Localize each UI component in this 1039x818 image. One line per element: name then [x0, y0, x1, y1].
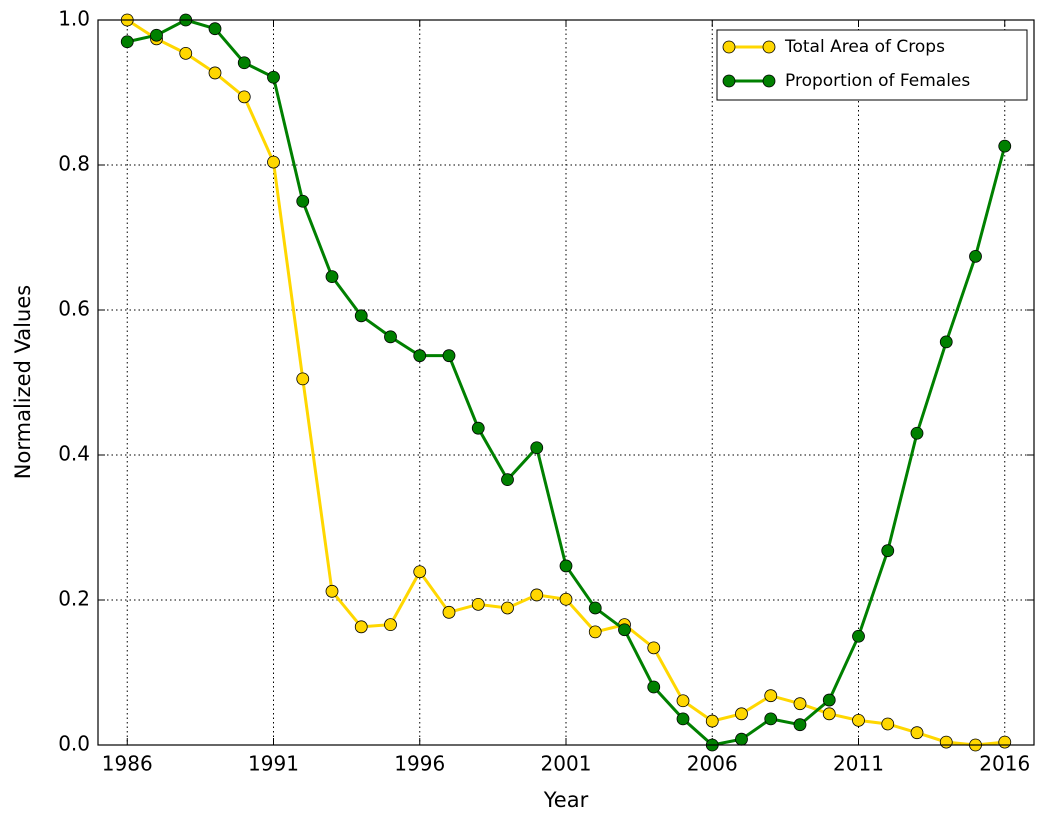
x-tick-label: 1991 [248, 752, 299, 776]
marker [881, 717, 895, 731]
marker [208, 66, 222, 80]
marker [559, 592, 573, 606]
x-tick-label: 1986 [102, 752, 153, 776]
x-tick-label: 2001 [541, 752, 592, 776]
marker [267, 70, 280, 84]
marker [208, 22, 222, 36]
marker [296, 194, 310, 208]
marker [881, 544, 895, 558]
marker [296, 372, 310, 386]
marker [442, 349, 456, 363]
marker [325, 584, 339, 598]
marker [647, 680, 661, 694]
marker [588, 601, 602, 615]
marker [559, 559, 573, 573]
marker [384, 330, 397, 344]
marker [793, 718, 807, 732]
legend-label: Proportion of Females [785, 71, 970, 91]
marker [471, 597, 485, 611]
marker [237, 90, 251, 104]
marker [325, 270, 339, 284]
y-tick-label: 0.8 [58, 152, 90, 176]
marker [354, 309, 368, 323]
marker [969, 249, 982, 263]
marker [588, 625, 602, 639]
marker [910, 426, 924, 440]
marker [939, 735, 953, 749]
marker [150, 28, 163, 42]
y-tick-label: 0.6 [58, 297, 90, 321]
marker [530, 441, 544, 455]
marker [618, 623, 631, 637]
x-tick-label: 2006 [687, 752, 738, 776]
marker [413, 349, 427, 363]
legend-marker [762, 40, 776, 54]
x-axis-label: Year [543, 788, 589, 812]
marker [267, 155, 280, 169]
legend-marker [722, 40, 736, 54]
marker [120, 35, 134, 49]
legend-marker [762, 74, 776, 88]
marker [764, 689, 778, 703]
marker [998, 735, 1012, 749]
marker [501, 473, 514, 487]
marker [179, 46, 193, 60]
y-tick-label: 0.4 [58, 442, 90, 466]
marker [793, 697, 807, 711]
marker [735, 707, 748, 721]
x-tick-label: 1996 [394, 752, 445, 776]
legend-label: Total Area of Crops [784, 37, 945, 57]
marker [939, 335, 953, 349]
marker [442, 605, 456, 619]
marker [530, 588, 544, 602]
marker [852, 713, 865, 727]
y-tick-label: 0.2 [58, 587, 90, 611]
marker [910, 726, 924, 740]
marker [471, 421, 485, 435]
marker [852, 629, 865, 643]
marker [647, 641, 661, 655]
marker [501, 601, 514, 615]
plot-frame [97, 19, 1035, 746]
marker [676, 712, 690, 726]
y-axis-label: Normalized Values [11, 285, 35, 479]
x-tick-label: 2011 [833, 752, 884, 776]
marker [735, 732, 748, 746]
y-tick-label: 1.0 [58, 7, 90, 31]
marker [413, 565, 427, 579]
marker [705, 714, 719, 728]
marker [384, 618, 397, 632]
marker [237, 56, 251, 70]
x-tick-label: 2016 [979, 752, 1030, 776]
marker [354, 620, 368, 634]
legend-marker [722, 74, 736, 88]
marker [822, 693, 836, 707]
marker [998, 139, 1012, 153]
marker [676, 694, 690, 708]
marker [764, 712, 778, 726]
y-tick-label: 0.0 [58, 732, 90, 756]
marker [822, 707, 836, 721]
